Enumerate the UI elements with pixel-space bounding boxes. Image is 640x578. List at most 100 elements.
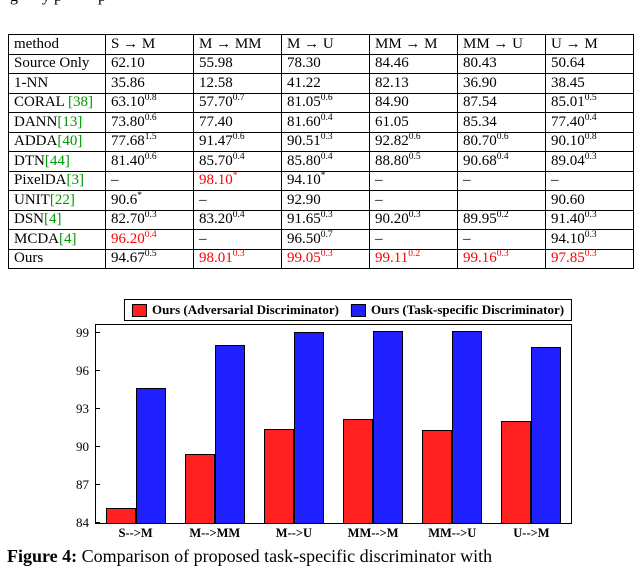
value-cell: 84.90 <box>369 92 458 113</box>
value-superscript: 0.4 <box>144 229 157 240</box>
red-swatch-icon <box>131 303 147 317</box>
value-superscript: 0.3 <box>232 249 245 260</box>
value-cell: 80.700.6 <box>457 131 546 152</box>
table-row: DSN[4] 82.700.3 83.200.4 91.650.3 90.200.3 89… <box>8 209 634 230</box>
method-name-cell: UNIT[22] <box>8 190 106 211</box>
value-cell: 90.200.3 <box>369 209 458 230</box>
value-cell: 63.100.8 <box>105 92 194 113</box>
value-superscript: 0.4 <box>232 210 245 221</box>
figure-caption: Figure 4: Comparison of proposed task-sp… <box>7 546 637 567</box>
value-cell: 35.86 <box>105 73 194 94</box>
value-superscript: 0.5 <box>408 151 421 162</box>
method-name-cell: PixelDA[3] <box>8 170 106 191</box>
value-superscript: 0.4 <box>320 112 333 123</box>
method-name: DTN <box>14 152 45 169</box>
value-cell: 90.680.4 <box>457 151 546 172</box>
value-superscript: 0.6 <box>496 132 509 143</box>
value-cell: 88.800.5 <box>369 151 458 172</box>
value-superscript: 0.3 <box>320 210 333 221</box>
value-cell: 82.13 <box>369 73 458 94</box>
x-axis-category-label: MM-->M <box>347 526 399 540</box>
citation: [4] <box>59 230 77 247</box>
value-cell: 99.050.3 <box>281 248 370 269</box>
column-header: MM → U <box>457 34 546 55</box>
column-header: U → M <box>545 34 634 55</box>
method-name-cell: 1-NN <box>8 73 106 94</box>
column-header: M → U <box>281 34 370 55</box>
value-cell: 83.200.4 <box>193 209 282 230</box>
value-superscript: 0.3 <box>144 210 157 221</box>
value-cell: 87.54 <box>457 92 546 113</box>
method-name: DANN <box>14 113 58 130</box>
value-cell: 92.820.6 <box>369 131 458 152</box>
value-superscript: 0.3 <box>584 249 597 260</box>
legend-item-task-specific: Ours (Task-specific Discriminator) <box>350 302 564 318</box>
figure-caption-label: Figure 4: <box>7 546 78 566</box>
value-superscript: 0.5 <box>144 249 157 260</box>
value-cell: – <box>193 190 282 211</box>
value-superscript: 0.3 <box>320 132 333 143</box>
method-name-cell: CORAL [38] <box>8 92 106 113</box>
chart-bar-task-specific <box>293 331 324 523</box>
method-name-cell: DSN[4] <box>8 209 106 230</box>
value-cell: 77.681.5 <box>105 131 194 152</box>
chart-bar-task-specific <box>135 387 166 523</box>
value-cell: 96.200.4 <box>105 229 194 250</box>
value-cell: 73.800.6 <box>105 112 194 133</box>
value-cell: 94.100.3 <box>545 229 634 250</box>
chart-legend: Ours (Adversarial Discriminator) Ours (T… <box>123 299 573 321</box>
value-cell: 55.98 <box>193 53 282 74</box>
chart-bar-adversarial <box>184 454 215 523</box>
value-superscript: 0.2 <box>496 210 509 221</box>
citation: [38] <box>68 94 94 111</box>
value-superscript: 1.5 <box>144 132 157 143</box>
value-superscript: 0.3 <box>584 210 597 221</box>
value-superscript: * <box>320 171 326 182</box>
citation: [44] <box>44 152 70 169</box>
y-axis-tick-label: 84 <box>76 515 89 530</box>
table-row: Source Only 62.10 55.98 78.30 84.46 80.43 50.6… <box>8 53 634 74</box>
value-cell: 80.43 <box>457 53 546 74</box>
x-axis-category-label: MM-->U <box>428 526 477 540</box>
column-header: MM → M <box>369 34 458 55</box>
value-cell: 81.050.6 <box>281 92 370 113</box>
method-name-cell: DTN[44] <box>8 151 106 172</box>
value-superscript: 0.5 <box>584 93 597 104</box>
x-axis-category-label: U-->M <box>513 526 550 540</box>
citation: [13] <box>57 113 83 130</box>
value-superscript: 0.6 <box>144 151 157 162</box>
value-cell: 94.10* <box>281 170 370 191</box>
value-superscript: 0.3 <box>408 210 421 221</box>
chart-bar-adversarial <box>343 418 374 523</box>
value-cell: 90.6* <box>105 190 194 211</box>
table-row: Ours 94.670.5 98.010.3 99.050.3 99.110.2 99.1… <box>8 248 634 269</box>
y-axis-tick-label: 93 <box>76 400 89 416</box>
value-superscript: 0.7 <box>320 229 333 240</box>
column-header: S → M <box>105 34 194 55</box>
table-row: CORAL [38] 63.100.8 57.700.7 81.050.6 84.90 8… <box>8 92 634 113</box>
value-cell: 89.040.3 <box>545 151 634 172</box>
value-cell: – <box>457 229 546 250</box>
value-cell: – <box>369 190 458 211</box>
table-row: ADDA[40] 77.681.5 91.470.6 90.510.3 92.820.6… <box>8 131 634 152</box>
chart-bar-task-specific <box>373 331 404 523</box>
value-cell: – <box>457 170 546 191</box>
method-name: CORAL <box>14 94 69 111</box>
value-cell <box>457 190 546 211</box>
table-row: 1-NN 35.86 12.58 41.22 82.13 36.90 38.45 <box>8 73 634 94</box>
value-cell: 98.10* <box>193 170 282 191</box>
value-cell: 89.950.2 <box>457 209 546 230</box>
value-cell: 99.110.2 <box>369 248 458 269</box>
legend-label-adversarial: Ours (Adversarial Discriminator) <box>151 302 339 317</box>
column-header: method <box>8 34 106 55</box>
chart-bar-task-specific <box>214 345 245 523</box>
x-axis-category-label: S-->M <box>118 526 153 540</box>
value-cell: 78.30 <box>281 53 370 74</box>
value-cell: 77.400.4 <box>545 112 634 133</box>
value-superscript: 0.4 <box>584 112 597 123</box>
y-axis-tick-mark <box>96 407 100 409</box>
value-cell: 41.22 <box>281 73 370 94</box>
value-cell: 61.05 <box>369 112 458 133</box>
value-cell: 85.34 <box>457 112 546 133</box>
